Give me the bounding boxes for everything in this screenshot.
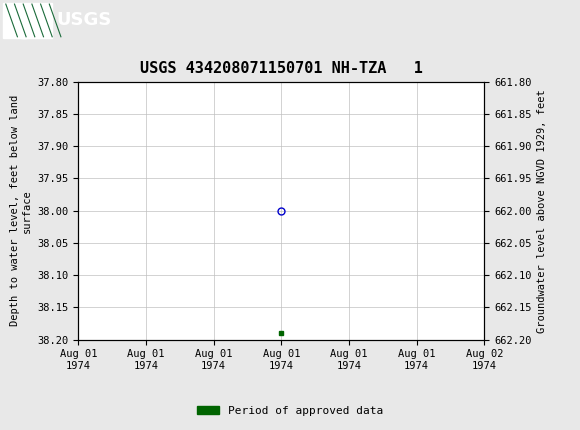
Title: USGS 434208071150701 NH-TZA   1: USGS 434208071150701 NH-TZA 1 bbox=[140, 61, 423, 77]
Y-axis label: Depth to water level, feet below land
surface: Depth to water level, feet below land su… bbox=[10, 95, 32, 326]
Y-axis label: Groundwater level above NGVD 1929, feet: Groundwater level above NGVD 1929, feet bbox=[537, 89, 547, 332]
Legend: Period of approved data: Period of approved data bbox=[193, 401, 387, 420]
Bar bbox=[3, 3, 52, 37]
Text: USGS: USGS bbox=[57, 12, 112, 29]
